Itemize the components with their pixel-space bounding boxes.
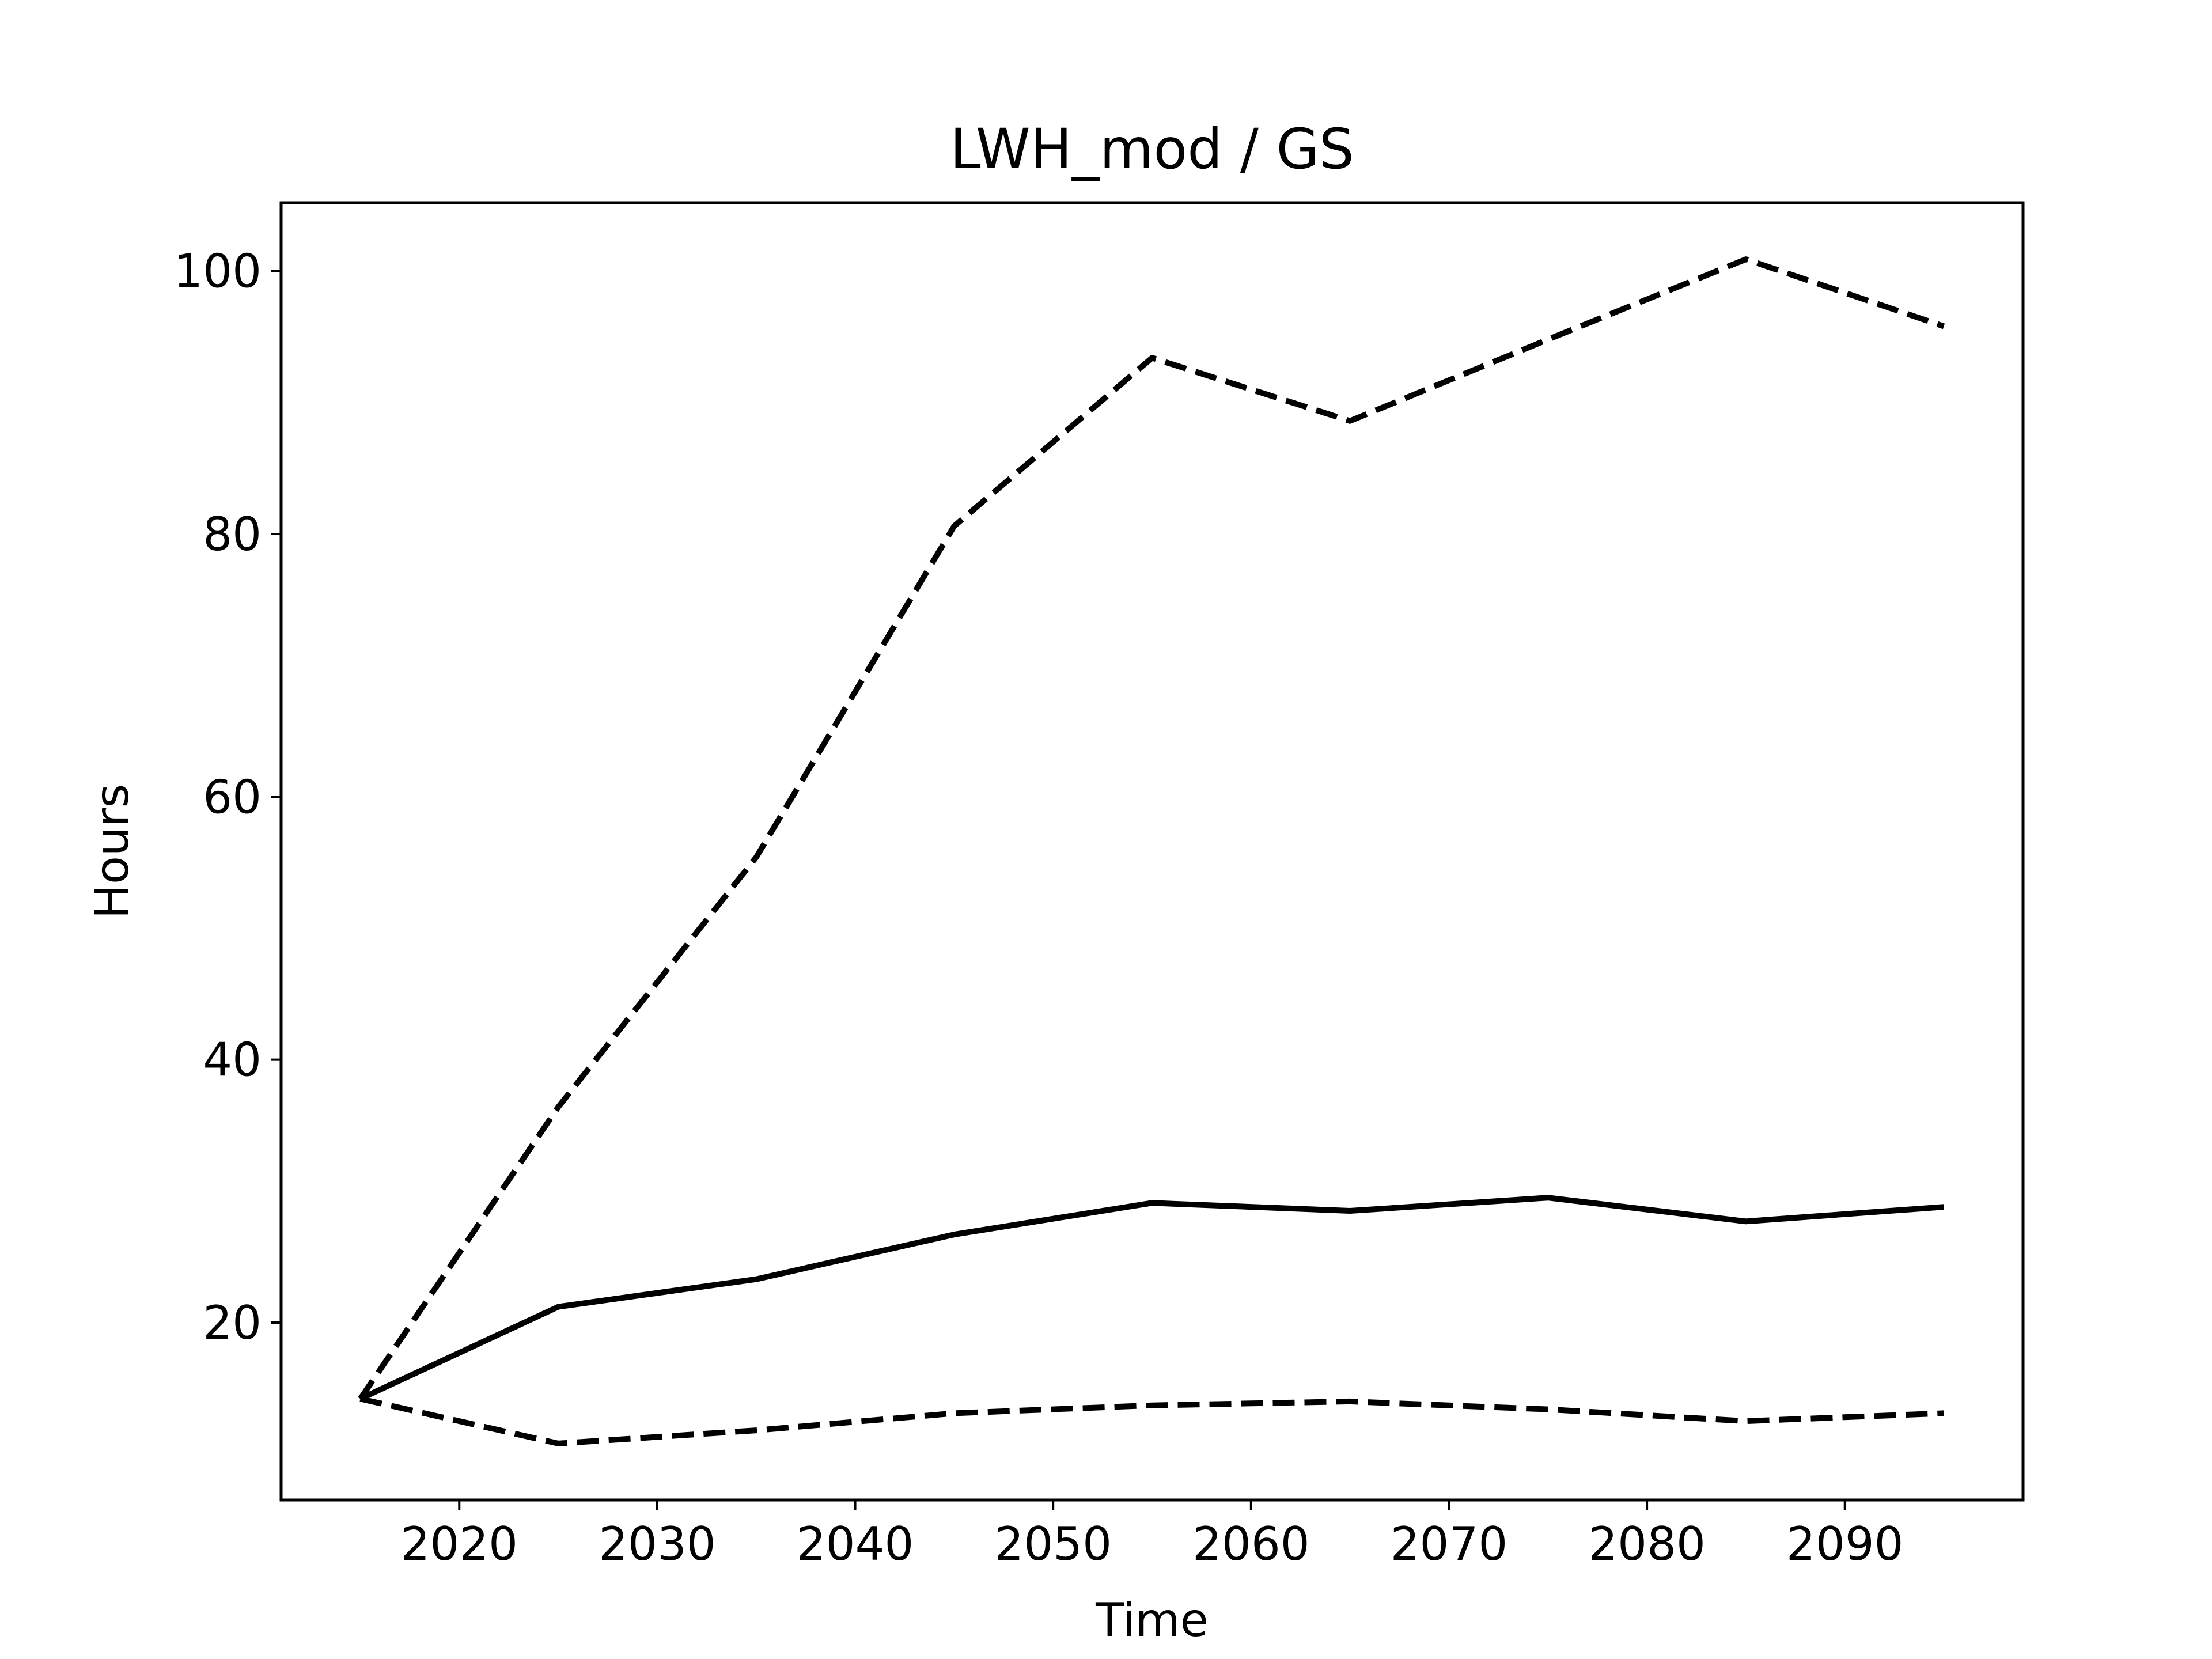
y-axis-ticks: 20 40 60 80 100 <box>173 245 281 1350</box>
x-tick-label-8: 2090 <box>1786 1517 1904 1571</box>
chart-title: LWH_mod / GS <box>950 117 1354 181</box>
y-tick-label-3: 60 <box>203 770 262 824</box>
x-tick-label-4: 2050 <box>994 1517 1112 1571</box>
x-tick-label-1: 2020 <box>400 1517 518 1571</box>
y-tick-label-1: 20 <box>203 1296 262 1350</box>
x-tick-label-2: 2030 <box>599 1517 716 1571</box>
x-axis-label: Time <box>1095 1593 1209 1647</box>
series-line-2 <box>359 1195 1944 1402</box>
x-tick-label-6: 2070 <box>1391 1517 1508 1571</box>
series-3-point-8 <box>1745 1421 1746 1422</box>
y-tick-label-5: 100 <box>173 245 262 298</box>
x-tick-label-3: 2040 <box>797 1517 914 1571</box>
series-3-point-4 <box>954 1413 955 1414</box>
x-tick-label-7: 2080 <box>1588 1517 1706 1571</box>
x-tick-label-5: 2060 <box>1192 1517 1310 1571</box>
x-axis-ticks: 2020 2030 2040 2050 2060 2070 2080 2090 <box>400 1500 1904 1571</box>
series-3-point-5 <box>1152 1405 1153 1406</box>
series-layer <box>358 256 1945 1446</box>
y-axis-label: Hours <box>85 784 139 919</box>
series-2-point-2 <box>558 1306 559 1307</box>
series-line-3 <box>359 1396 1944 1446</box>
y-tick-label-4: 80 <box>203 507 262 561</box>
series-1-point-8 <box>1745 259 1746 260</box>
plot-frame <box>279 201 2025 1502</box>
series-2-point-4 <box>954 1234 955 1235</box>
series-line-1 <box>358 256 1945 1401</box>
series-3-point-2 <box>558 1443 559 1444</box>
y-tick-label-2: 40 <box>203 1033 262 1087</box>
series-2-point-8 <box>1745 1221 1746 1222</box>
series-1-point-4 <box>954 526 955 527</box>
